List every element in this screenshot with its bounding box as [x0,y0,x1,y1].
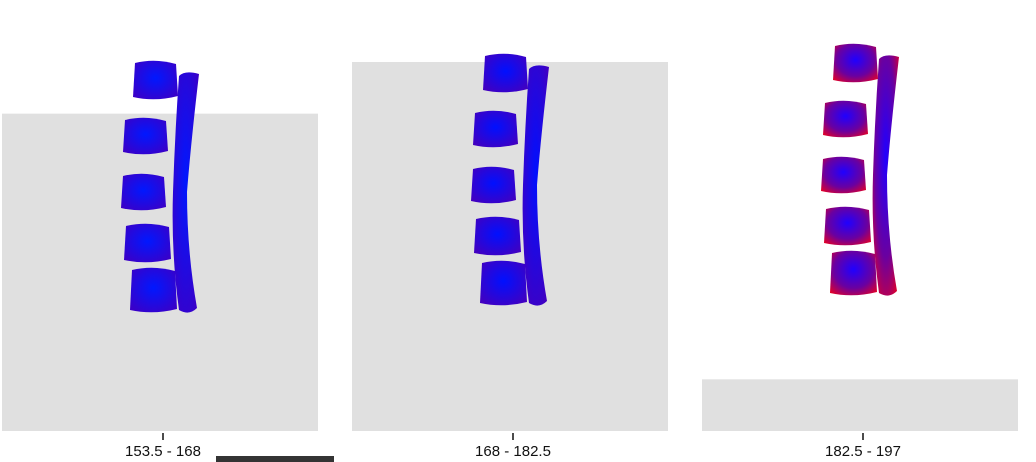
vertebra-2 [473,110,518,148]
vertebra-5 [830,250,877,296]
spines-layer [121,43,899,313]
spinal-column [522,65,549,306]
x-tick-label-3: 182.5 - 197 [825,443,901,460]
vertebra-1 [133,60,178,100]
x-tick-label-2: 168 - 182.5 [475,443,551,460]
spine-image-3 [821,43,899,296]
vertebra-4 [124,223,171,263]
vertebra-3 [121,173,166,211]
vertebra-3 [471,166,516,204]
spinal-column [172,72,199,313]
vertebra-3 [821,156,866,194]
vertebra-5 [130,267,177,313]
vertebra-4 [824,206,871,246]
bar-3 [702,379,1018,431]
vertebra-1 [483,53,528,93]
spinal-column [872,55,899,296]
ticks-layer: 153.5 - 168 168 - 182.5 182.5 - 197 [125,433,901,460]
vertebra-5 [480,260,527,306]
vertebra-4 [474,216,521,256]
x-tick-label-1: 153.5 - 168 [125,443,201,460]
vertebra-1 [833,43,878,83]
vertebra-2 [123,117,168,155]
vertebra-2 [823,100,868,138]
spine-image-2 [471,53,549,306]
spine-image-1 [121,60,199,313]
x-axis-title-cropped [216,456,334,462]
